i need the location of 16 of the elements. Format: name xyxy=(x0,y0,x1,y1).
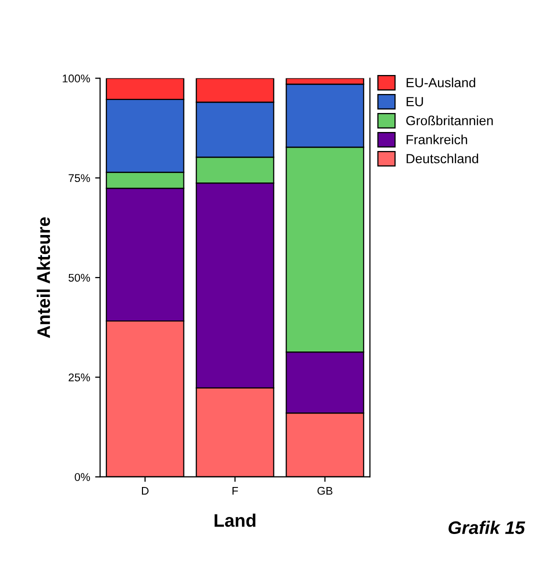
y-tick-label: 50% xyxy=(68,274,90,282)
legend-label: Großbritannien xyxy=(406,116,493,126)
y-tick-label: 25% xyxy=(68,373,90,382)
x-tick-label: GB xyxy=(317,486,332,495)
legend-label: Deutschland xyxy=(406,154,478,164)
y-tick-label: 0% xyxy=(74,473,90,481)
legend-label: EU-Ausland xyxy=(406,78,476,88)
legend-label: Frankreich xyxy=(406,134,468,144)
x-tick-label: F xyxy=(232,486,238,495)
legend-label: EU xyxy=(406,97,423,106)
x-tick-label: D xyxy=(142,486,149,495)
x-axis-title: Land xyxy=(214,514,256,527)
text: Grafik 15 xyxy=(448,520,526,534)
y-tick-label: 100% xyxy=(62,74,90,82)
y-tick-label: 75% xyxy=(68,174,90,182)
y-axis-title: Anteil Akteure xyxy=(36,217,50,338)
